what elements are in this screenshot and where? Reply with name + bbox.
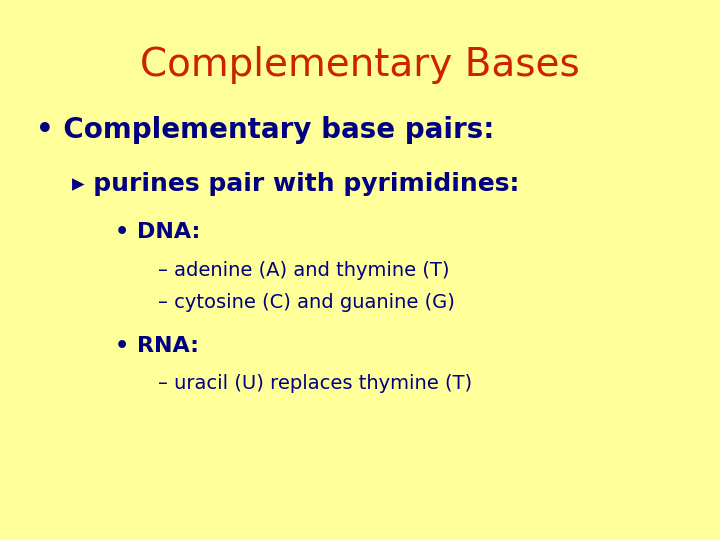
Text: • RNA:: • RNA: [115, 335, 199, 356]
Text: – adenine (A) and thymine (T): – adenine (A) and thymine (T) [158, 260, 450, 280]
Text: – cytosine (C) and guanine (G): – cytosine (C) and guanine (G) [158, 293, 455, 312]
Text: Complementary Bases: Complementary Bases [140, 46, 580, 84]
Text: • DNA:: • DNA: [115, 222, 201, 242]
Text: ▸ purines pair with pyrimidines:: ▸ purines pair with pyrimidines: [72, 172, 519, 195]
Text: – uracil (U) replaces thymine (T): – uracil (U) replaces thymine (T) [158, 374, 472, 393]
Text: • Complementary base pairs:: • Complementary base pairs: [36, 116, 495, 144]
